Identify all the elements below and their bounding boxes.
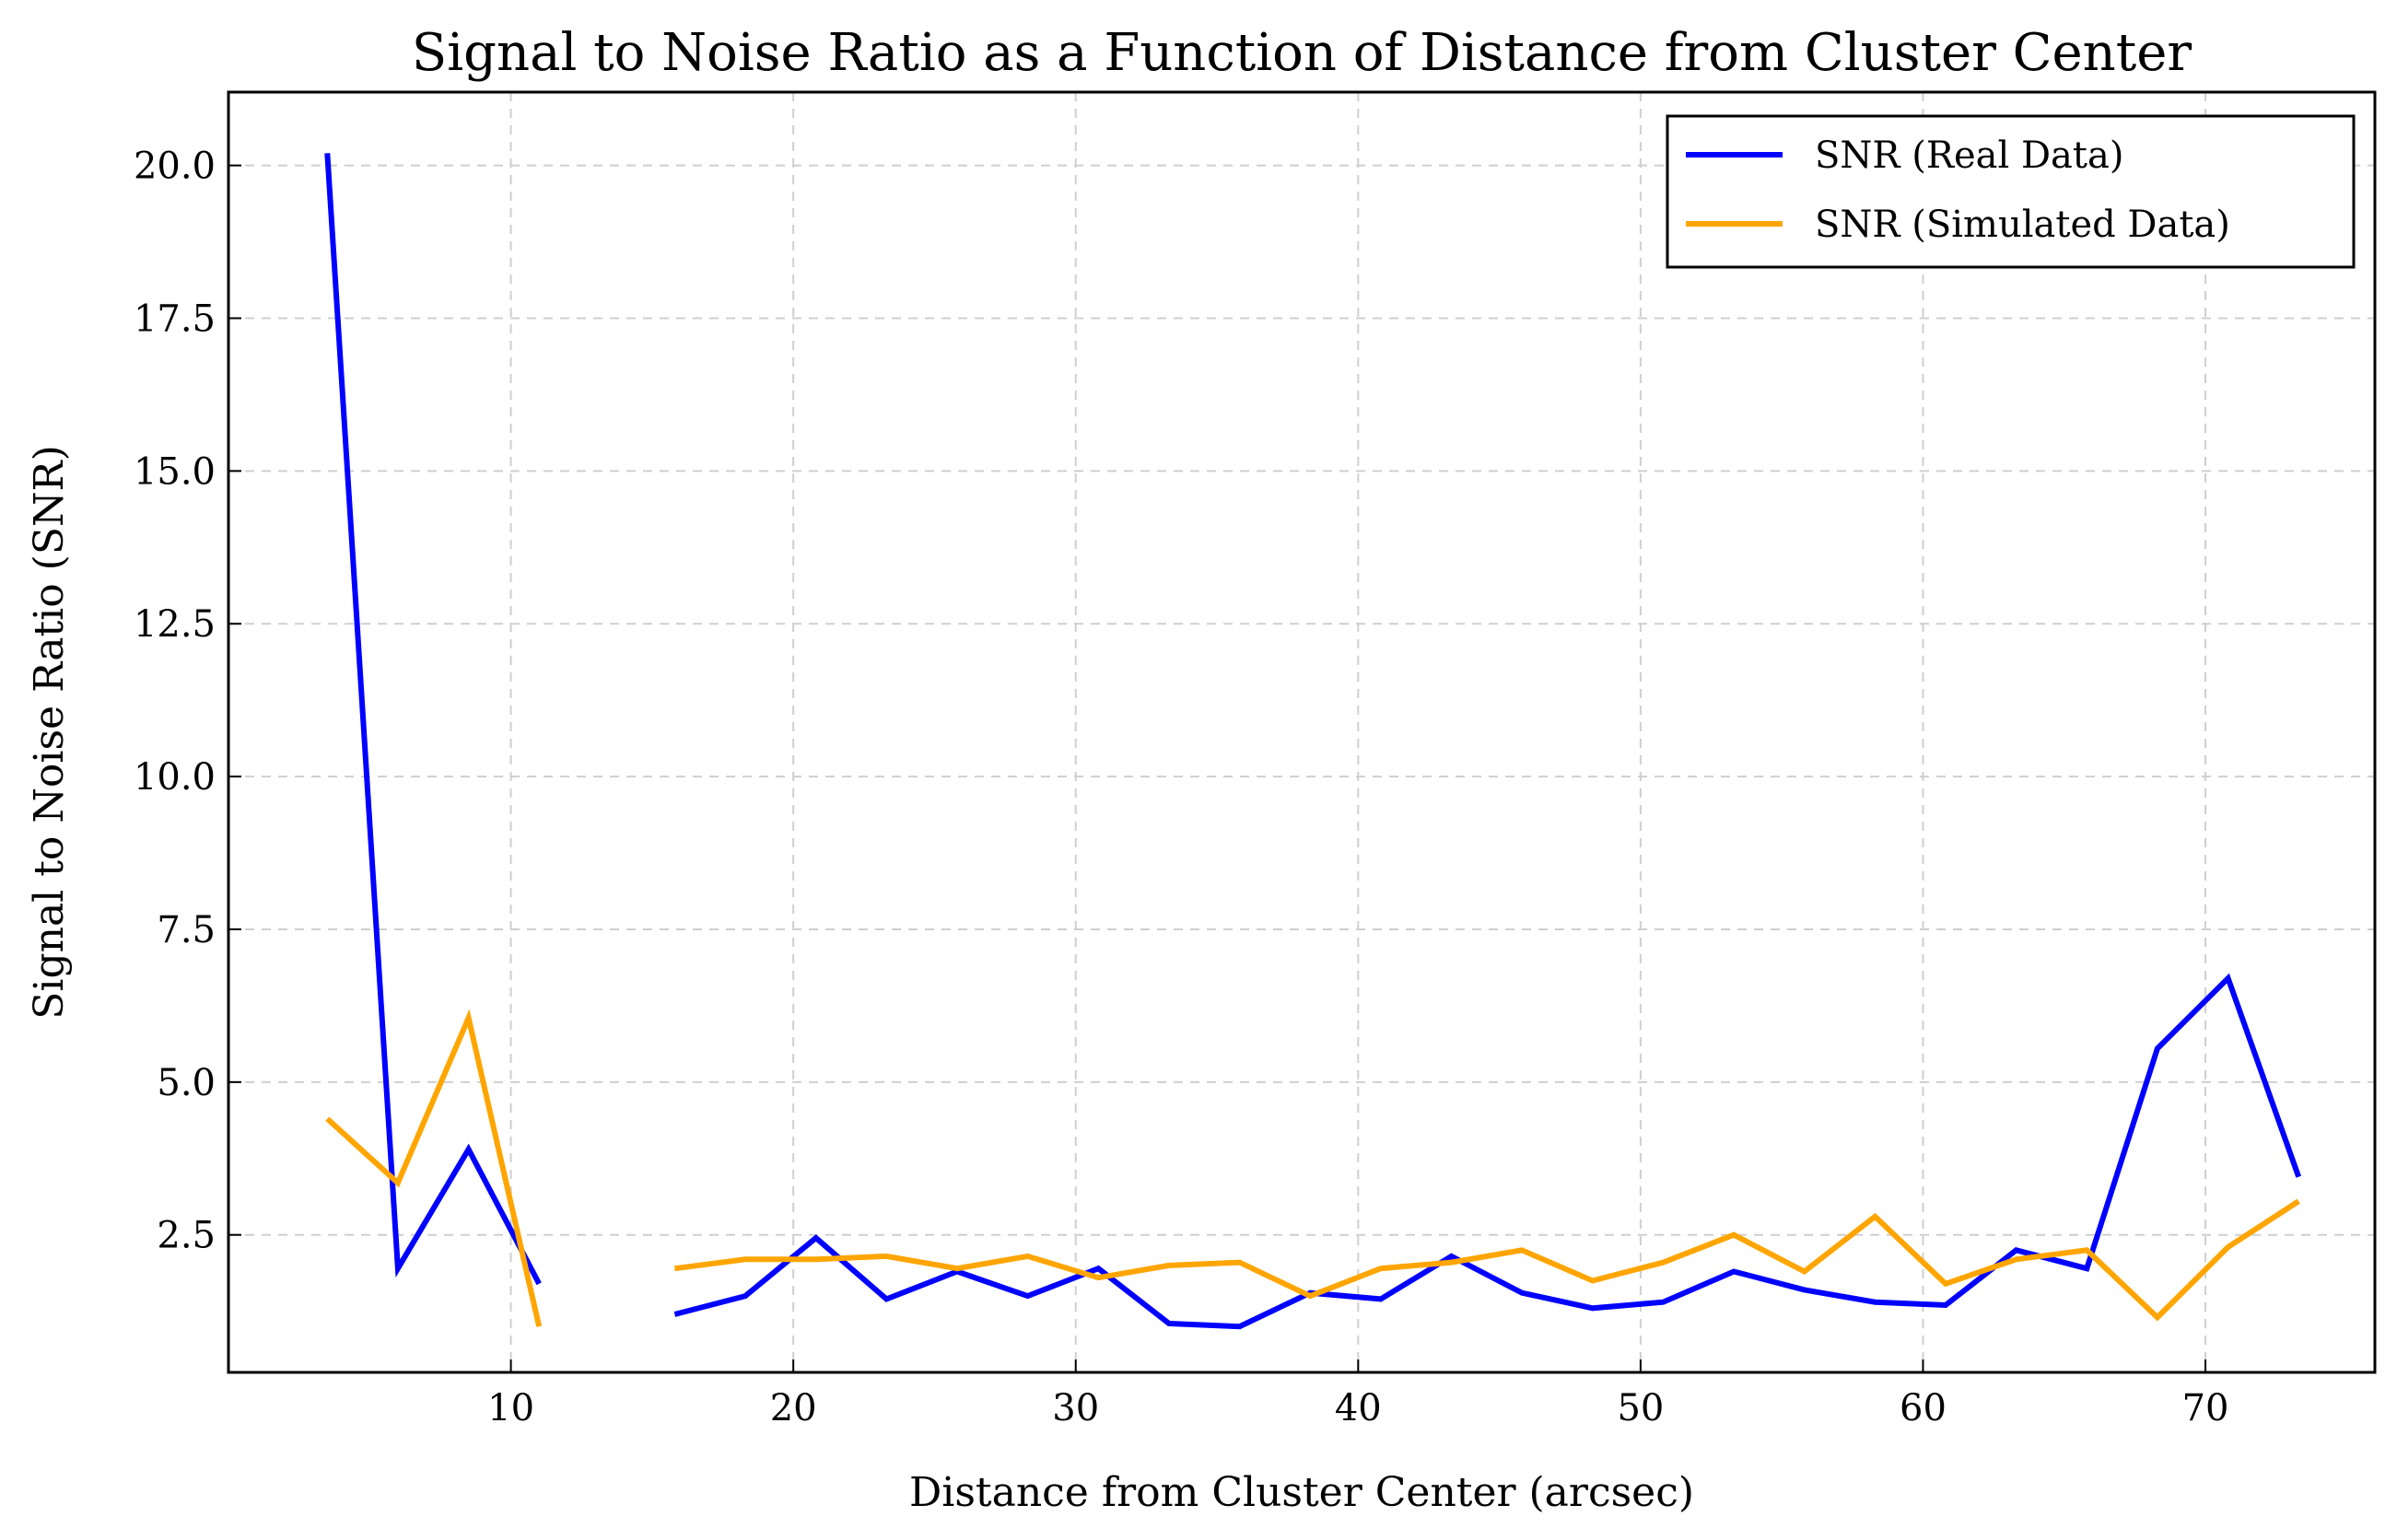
series-layer — [324, 153, 2302, 1330]
y-tick-label: 20.0 — [134, 146, 216, 188]
y-tick-label: 12.5 — [134, 603, 216, 646]
x-tick-label: 20 — [770, 1387, 817, 1429]
legend: SNR (Real Data) SNR (Simulated Data) — [1666, 114, 2356, 269]
y-tick-label: 17.5 — [134, 298, 216, 340]
tick-layer: 10 20 30 40 50 60 70 2.5 5.0 7.5 10.0 12.5 15.0 17.5 2… — [134, 146, 2229, 1429]
plot-frame — [227, 90, 2377, 1374]
legend-label-real: SNR (Real Data) — [1815, 134, 2123, 177]
series-1 — [325, 1009, 2300, 1327]
legend-label-simulated: SNR (Simulated Data) — [1815, 204, 2230, 246]
y-tick-label: 2.5 — [157, 1215, 216, 1257]
x-tick-label: 40 — [1335, 1387, 1382, 1429]
y-tick-label: 5.0 — [157, 1062, 216, 1104]
x-tick-label: 70 — [2182, 1387, 2229, 1429]
series-line — [674, 1198, 2300, 1322]
y-tick-label: 15.0 — [134, 450, 216, 493]
series-line — [324, 153, 542, 1286]
x-tick-label: 30 — [1052, 1387, 1099, 1429]
x-tick-label: 10 — [487, 1387, 534, 1429]
y-tick-label: 7.5 — [157, 909, 216, 951]
series-line — [673, 973, 2302, 1330]
y-tick-label: 10.0 — [134, 756, 216, 799]
y-axis-label: Signal to Noise Ratio (SNR) — [26, 445, 73, 1020]
series-0 — [324, 153, 2302, 1330]
x-tick-label: 50 — [1617, 1387, 1664, 1429]
series-line — [325, 1009, 543, 1327]
x-axis-label: Distance from Cluster Center (arcsec) — [909, 1469, 1694, 1516]
x-tick-label: 60 — [1900, 1387, 1947, 1429]
chart-title: Signal to Noise Ratio as a Function of D… — [412, 23, 2192, 83]
grid-layer — [228, 92, 2375, 1372]
legend-box — [1666, 114, 2356, 269]
